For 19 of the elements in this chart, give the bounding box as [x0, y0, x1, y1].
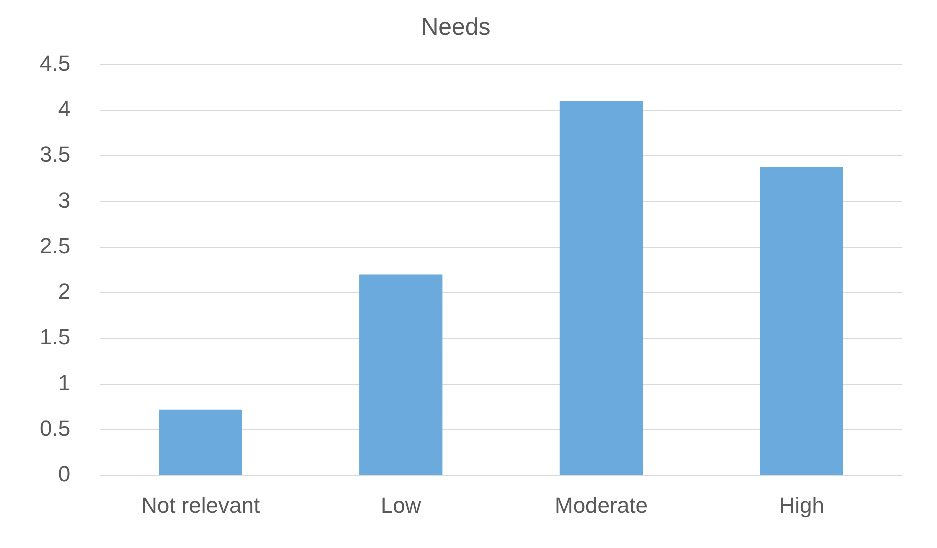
x-tick-label: Low: [380, 492, 422, 518]
y-tick-label: 3: [58, 188, 71, 213]
y-tick-label: 2.5: [40, 233, 71, 258]
y-tick-label: 1.5: [40, 324, 71, 350]
y-tick-label: 0.5: [40, 416, 71, 442]
y-tick-label: 1: [58, 370, 71, 396]
x-tick-label: Not relevant: [141, 492, 260, 518]
y-tick-label: 0: [58, 462, 71, 487]
bar: [560, 101, 644, 476]
y-tick-label: 4: [58, 96, 71, 122]
bar: [760, 167, 844, 476]
chart-title: Needs: [421, 14, 491, 42]
x-tick-label: Moderate: [554, 492, 648, 518]
y-tick-label: 3.5: [40, 142, 71, 168]
y-tick-label: 4.5: [40, 50, 71, 76]
x-tick-label: High: [779, 492, 824, 518]
bar: [360, 274, 443, 476]
y-tick-label: 2: [58, 279, 71, 304]
bar: [159, 410, 242, 476]
